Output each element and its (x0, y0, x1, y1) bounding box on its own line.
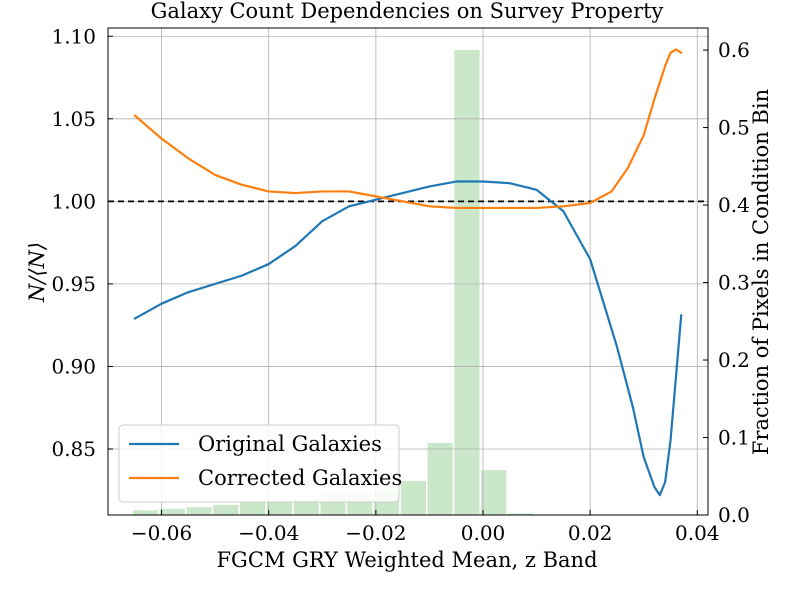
y2-tick-label: 0.6 (718, 38, 750, 62)
histogram-bar (293, 499, 319, 515)
histogram-bar (454, 50, 480, 515)
y2-tick-label: 0.5 (718, 116, 750, 140)
histogram-bar (427, 442, 453, 515)
histogram-bar (266, 501, 293, 515)
x-axis-ticks: −0.06 −0.04 −0.02 0.00 0.02 0.04 (131, 510, 720, 545)
y2-tick-label: 0.4 (718, 193, 750, 217)
y2-tick-label: 0.2 (718, 348, 750, 372)
grid (108, 28, 708, 515)
histogram-bar (159, 508, 185, 515)
y-tick-label: 1.00 (51, 189, 96, 213)
x-axis-title: FGCM GRY Weighted Mean, z Band (216, 548, 597, 572)
x-tick-label: −0.04 (238, 521, 299, 545)
y-tick-label: 1.05 (51, 107, 96, 131)
y-tick-label: 0.85 (51, 437, 96, 461)
x-tick-label: 0.00 (461, 521, 506, 545)
y2-tick-label: 0.3 (718, 271, 750, 295)
series-line-corrected (133, 48, 683, 210)
histogram-bar (213, 504, 239, 515)
y-tick-label: 1.10 (51, 24, 96, 48)
legend-label-corrected: Corrected Galaxies (198, 466, 402, 490)
histogram-bar (507, 513, 534, 515)
y-tick-label: 0.95 (51, 272, 96, 296)
plot-frame (107, 27, 709, 516)
y-tick-label: 0.90 (51, 354, 96, 378)
y2-tick-label: 0.1 (718, 426, 750, 450)
histogram-bar (132, 510, 159, 515)
chart-title: Galaxy Count Dependencies on Survey Prop… (151, 0, 664, 23)
y2-tick-label: 0.0 (718, 503, 750, 527)
histogram-bar (400, 480, 426, 515)
x-tick-label: −0.06 (131, 521, 192, 545)
y2-axis-title: Fraction of Pixels in Condition Bin (749, 89, 773, 455)
y-axis-ticks: 0.85 0.90 0.95 1.00 1.05 1.10 (51, 24, 113, 461)
legend-label-original: Original Galaxies (198, 432, 382, 456)
histogram-bar (240, 502, 266, 515)
histogram-bar (186, 507, 212, 515)
x-tick-label: 0.02 (568, 521, 613, 545)
x-tick-label: 0.04 (675, 521, 720, 545)
series-lines (133, 48, 683, 497)
legend: Original Galaxies Corrected Galaxies (118, 424, 402, 503)
x-tick-label: −0.02 (345, 521, 406, 545)
series-line-original (133, 180, 683, 497)
legend-box (118, 424, 400, 503)
y-axis-title: N/⟨N⟩ (25, 242, 49, 303)
y2-axis-ticks: 0.0 0.1 0.2 0.3 0.4 0.5 0.6 (703, 38, 750, 527)
histogram-bar (481, 470, 507, 515)
